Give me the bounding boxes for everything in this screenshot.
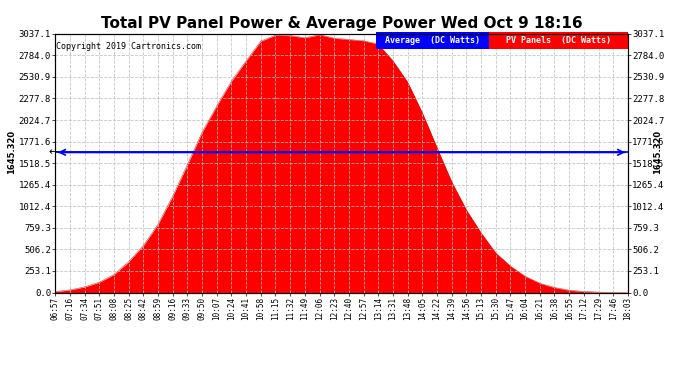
Text: Copyright 2019 Cartronics.com: Copyright 2019 Cartronics.com: [57, 42, 201, 51]
Text: ←: ←: [48, 147, 58, 158]
Text: 1645.320: 1645.320: [8, 130, 17, 174]
Title: Total PV Panel Power & Average Power Wed Oct 9 18:16: Total PV Panel Power & Average Power Wed…: [101, 16, 582, 31]
Text: 1645.320: 1645.320: [653, 130, 662, 174]
